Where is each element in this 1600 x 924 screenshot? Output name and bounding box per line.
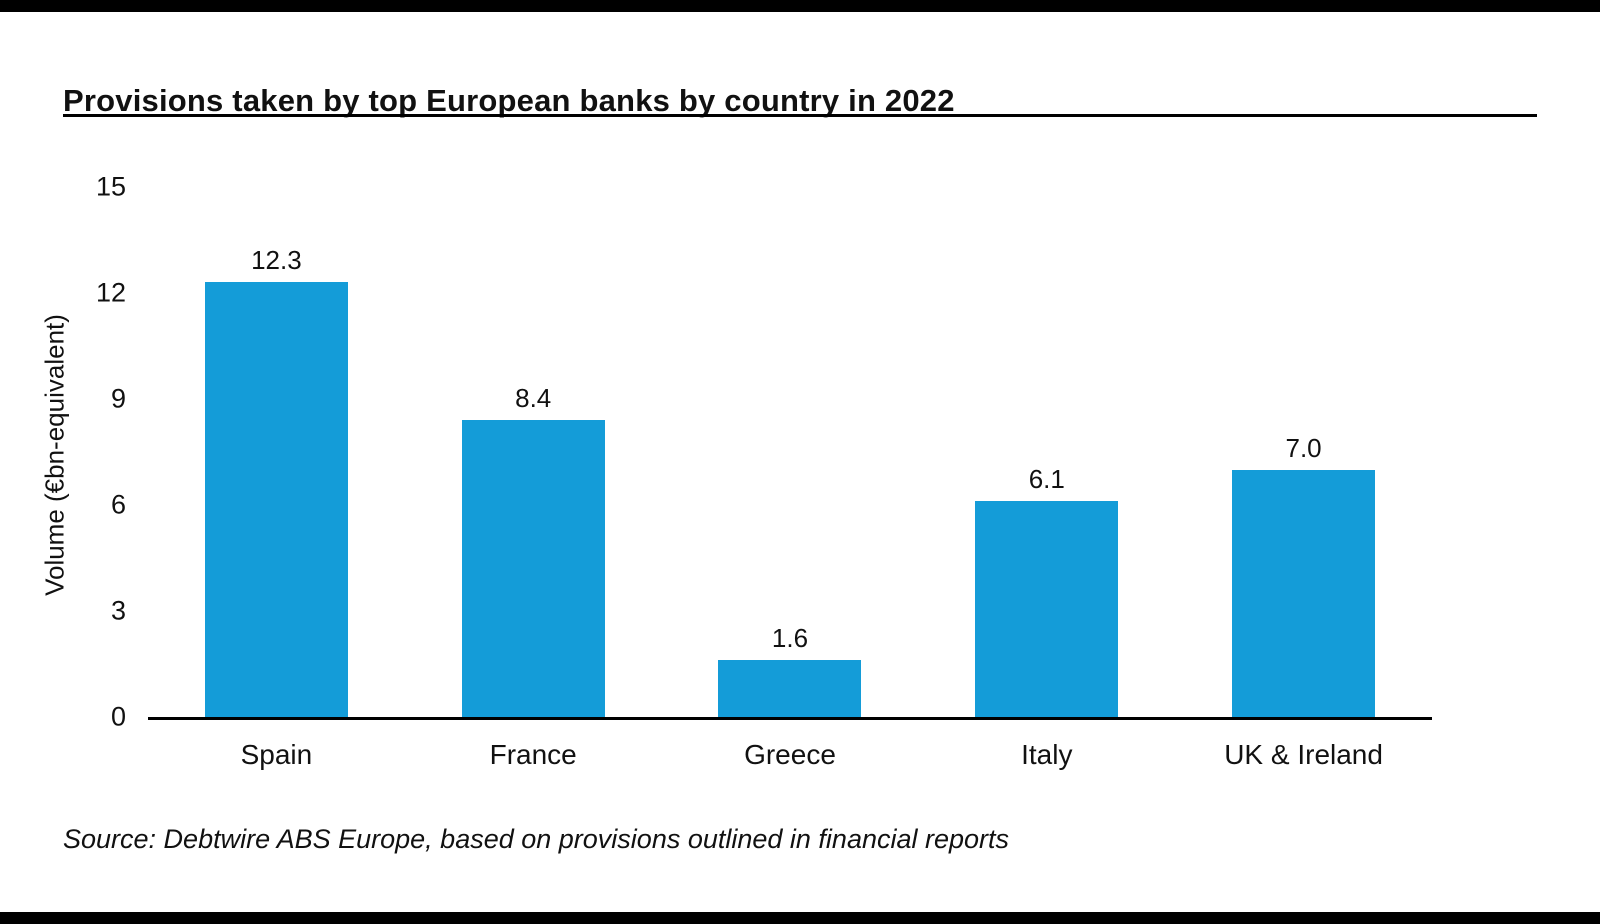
bar-value-label: 6.1 [1028,464,1065,495]
y-tick-label: 0 [110,701,126,732]
bar-slot: 12.3 Spain [148,187,405,770]
y-tick-label: 6 [110,489,126,520]
bar-value-label: 7.0 [1285,432,1322,463]
source-note: Source: Debtwire ABS Europe, based on pr… [63,824,1010,854]
bar-slot: 1.6 Greece [662,187,919,770]
y-tick-label: 3 [110,595,126,626]
category-label: France [489,739,577,770]
bar-slot: 8.4 France [405,187,662,770]
y-axis-label: Volume (€bn-equivalent) [39,314,70,596]
y-tick-label: 15 [95,171,126,202]
y-tick-label: 12 [95,277,126,308]
bar-slot: 7.0 UK & Ireland [1175,187,1432,770]
chart-title: Provisions taken by top European banks b… [63,82,955,118]
top-border-bar [0,0,1600,12]
bar [718,660,862,717]
category-label: Spain [240,739,313,770]
bar-value-label: 1.6 [771,623,809,654]
bar-value-label: 12.3 [251,245,302,276]
category-label: Italy [1021,739,1073,770]
title-divider [63,114,1537,117]
category-label: UK & Ireland [1224,739,1383,770]
plot-area: 0 3 6 9 12 15 12.3 Spain 8.4 France 1.6 Greece 6.1 It… [96,173,1432,770]
bottom-border-bar [0,912,1600,924]
bar-slot: 6.1 Italy [918,187,1175,770]
bar [975,501,1119,717]
bar [1232,469,1376,717]
bar [461,420,605,717]
bar-value-label: 8.4 [515,383,552,414]
bar [204,282,348,717]
category-label: Greece [744,739,836,770]
y-tick-label: 9 [110,383,126,414]
